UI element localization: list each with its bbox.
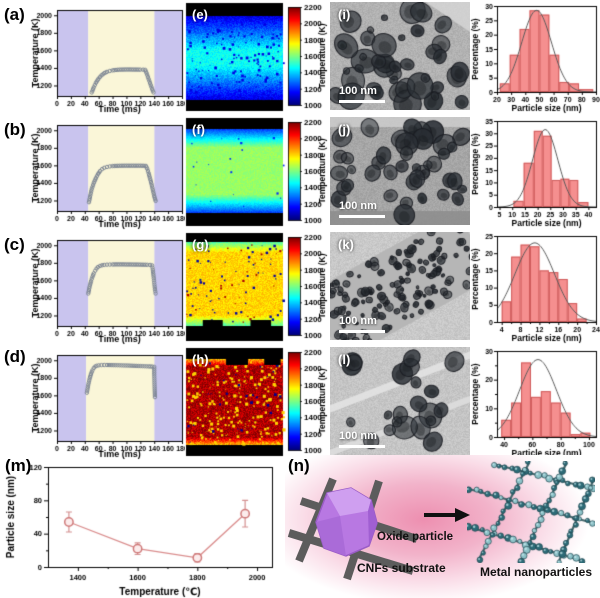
- metal-nanoparticles-label: Metal nanoparticles: [480, 565, 593, 579]
- heatmap-e-canvas: [185, 0, 330, 115]
- temp-plot-a-canvas: [0, 0, 185, 115]
- scale-bar-l: 100 nm: [339, 430, 385, 448]
- scale-bar-text: 100 nm: [339, 430, 377, 442]
- panel-histogram-j: [470, 115, 600, 230]
- panel-label-b: (b): [4, 120, 26, 139]
- panel-label-k: (k): [338, 237, 354, 252]
- panel-histogram-k: [470, 230, 600, 345]
- panel-temp-plot-a: (a): [0, 0, 185, 115]
- tem-k-canvas: [330, 232, 470, 340]
- panel-tem-j: (j) 100 nm: [330, 117, 470, 227]
- heatmap-h-canvas: [185, 345, 330, 460]
- oxide-particle-icon: [315, 487, 378, 557]
- scale-bar-text: 100 nm: [339, 315, 377, 327]
- panel-label-d: (d): [4, 347, 26, 366]
- scale-bar-line: [339, 215, 385, 218]
- panel-label-n: (n): [288, 456, 310, 475]
- tem-i-canvas: [330, 2, 470, 110]
- histogram-l-canvas: [470, 345, 600, 460]
- panel-label-c: (c): [4, 235, 25, 254]
- temp-plot-d-canvas: [0, 345, 185, 460]
- size-vs-temp-canvas: [0, 455, 285, 598]
- heatmap-f-canvas: [185, 115, 330, 230]
- panel-label-g: (g): [192, 237, 209, 252]
- panel-label-e: (e): [192, 7, 208, 22]
- reaction-arrow-icon: [424, 508, 470, 522]
- tem-l-canvas: [330, 347, 470, 455]
- panel-tem-i: (i) 100 nm: [330, 2, 470, 112]
- panel-histogram-i: [470, 0, 600, 115]
- panel-tem-l: (l) 100 nm: [330, 347, 470, 457]
- panel-histogram-l: [470, 345, 600, 460]
- scale-bar-i: 100 nm: [339, 85, 385, 103]
- panel-label-i: (i): [338, 7, 351, 22]
- panel-tem-k: (k) 100 nm: [330, 232, 470, 342]
- panel-label-l: (l): [338, 352, 351, 367]
- panel-heatmap-g: (g): [185, 230, 330, 345]
- histogram-i-canvas: [470, 0, 600, 115]
- heatmap-g-canvas: [185, 230, 330, 345]
- panel-label-h: (h): [192, 352, 209, 367]
- panel-label-f: (f): [192, 122, 205, 137]
- panel-size-vs-temp-m: (m): [0, 455, 285, 598]
- scale-bar-k: 100 nm: [339, 315, 385, 333]
- panel-heatmap-h: (h): [185, 345, 330, 460]
- scale-bar-text: 100 nm: [339, 200, 377, 212]
- tem-j-canvas: [330, 117, 470, 225]
- scale-bar-j: 100 nm: [339, 200, 385, 218]
- scale-bar-line: [339, 330, 385, 333]
- temp-plot-c-canvas: [0, 230, 185, 345]
- panel-schematic-n: (n) Oxide particle CNFs substrate Metal …: [285, 455, 600, 598]
- scale-bar-line: [339, 445, 385, 448]
- oxide-on-cnfs-graphic: [287, 477, 419, 581]
- panel-temp-plot-d: (d): [0, 345, 185, 460]
- panel-heatmap-e: (e): [185, 0, 330, 115]
- histogram-k-canvas: [470, 230, 600, 345]
- panel-heatmap-f: (f): [185, 115, 330, 230]
- nanoparticle-mesh-canvas: [467, 461, 595, 563]
- scale-bar-text: 100 nm: [339, 85, 377, 97]
- histogram-j-canvas: [470, 115, 600, 230]
- temp-plot-b-canvas: [0, 115, 185, 230]
- panel-temp-plot-c: (c): [0, 230, 185, 345]
- oxide-particle-label: Oxide particle: [377, 531, 454, 543]
- panel-label-m: (m): [5, 456, 32, 475]
- cnfs-substrate-label: CNFs substrate: [357, 561, 446, 575]
- scale-bar-line: [339, 100, 385, 103]
- panel-label-a: (a): [4, 5, 25, 24]
- panel-label-j: (j): [338, 122, 351, 137]
- panel-temp-plot-b: (b): [0, 115, 185, 230]
